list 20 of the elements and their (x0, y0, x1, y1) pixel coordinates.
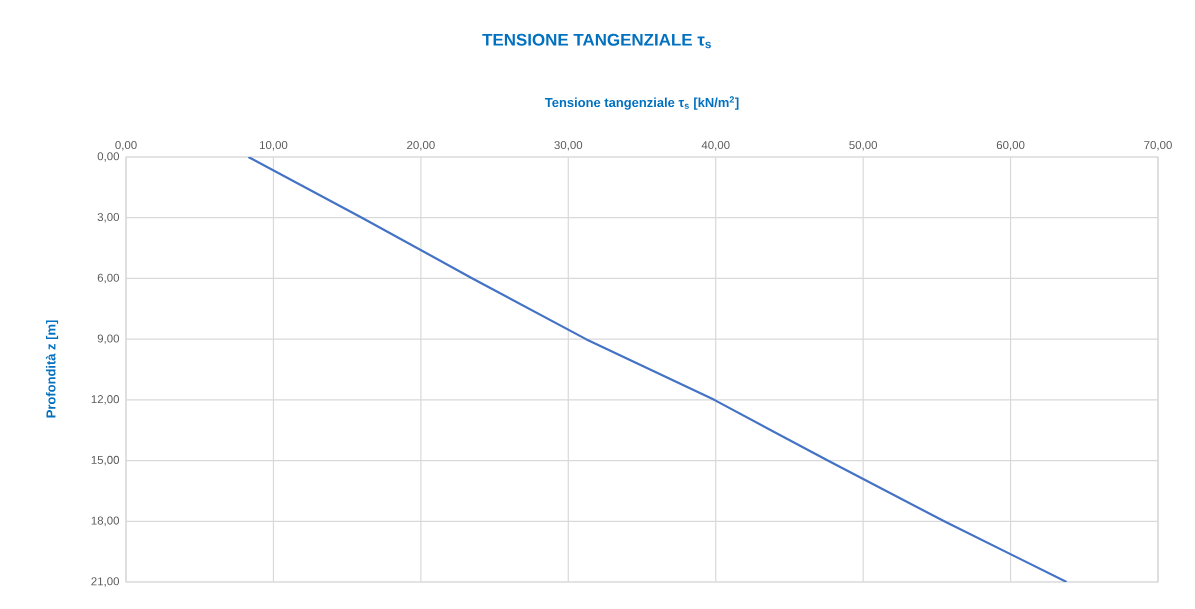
line-series (247, 156, 1068, 582)
x-tick-label: 0,00 (115, 141, 137, 151)
y-tick-label: 9,00 (97, 334, 120, 344)
x-tick-label: 20,00 (407, 141, 435, 151)
y-tick-label: 6,00 (97, 273, 120, 284)
y-tick-label: 18,00 (91, 516, 120, 527)
x-tick-label: 60,00 (996, 141, 1025, 151)
chart-title: TENSIONE TANGENZIALE τ$_{s}$ (482, 33, 711, 49)
x-axis-title: Tensione tangenziale τ$_{s}$ [kN/m$^{2}$] (544, 96, 739, 110)
x-tick-label: 40,00 (701, 141, 730, 151)
y-tick-label: 3,00 (97, 212, 120, 223)
y-axis-title: Profondità z [m] (45, 320, 59, 418)
y-tick-label: 21,00 (91, 577, 120, 587)
x-tick-label: 50,00 (849, 141, 878, 151)
y-tick-label: 15,00 (91, 455, 120, 466)
x-tick-label: 70,00 (1144, 141, 1172, 151)
y-tick-label: 0,00 (97, 152, 120, 162)
y-tick-label: 12,00 (91, 395, 120, 405)
x-tick-label: 30,00 (554, 141, 583, 151)
x-tick-label: 10,00 (259, 141, 288, 151)
